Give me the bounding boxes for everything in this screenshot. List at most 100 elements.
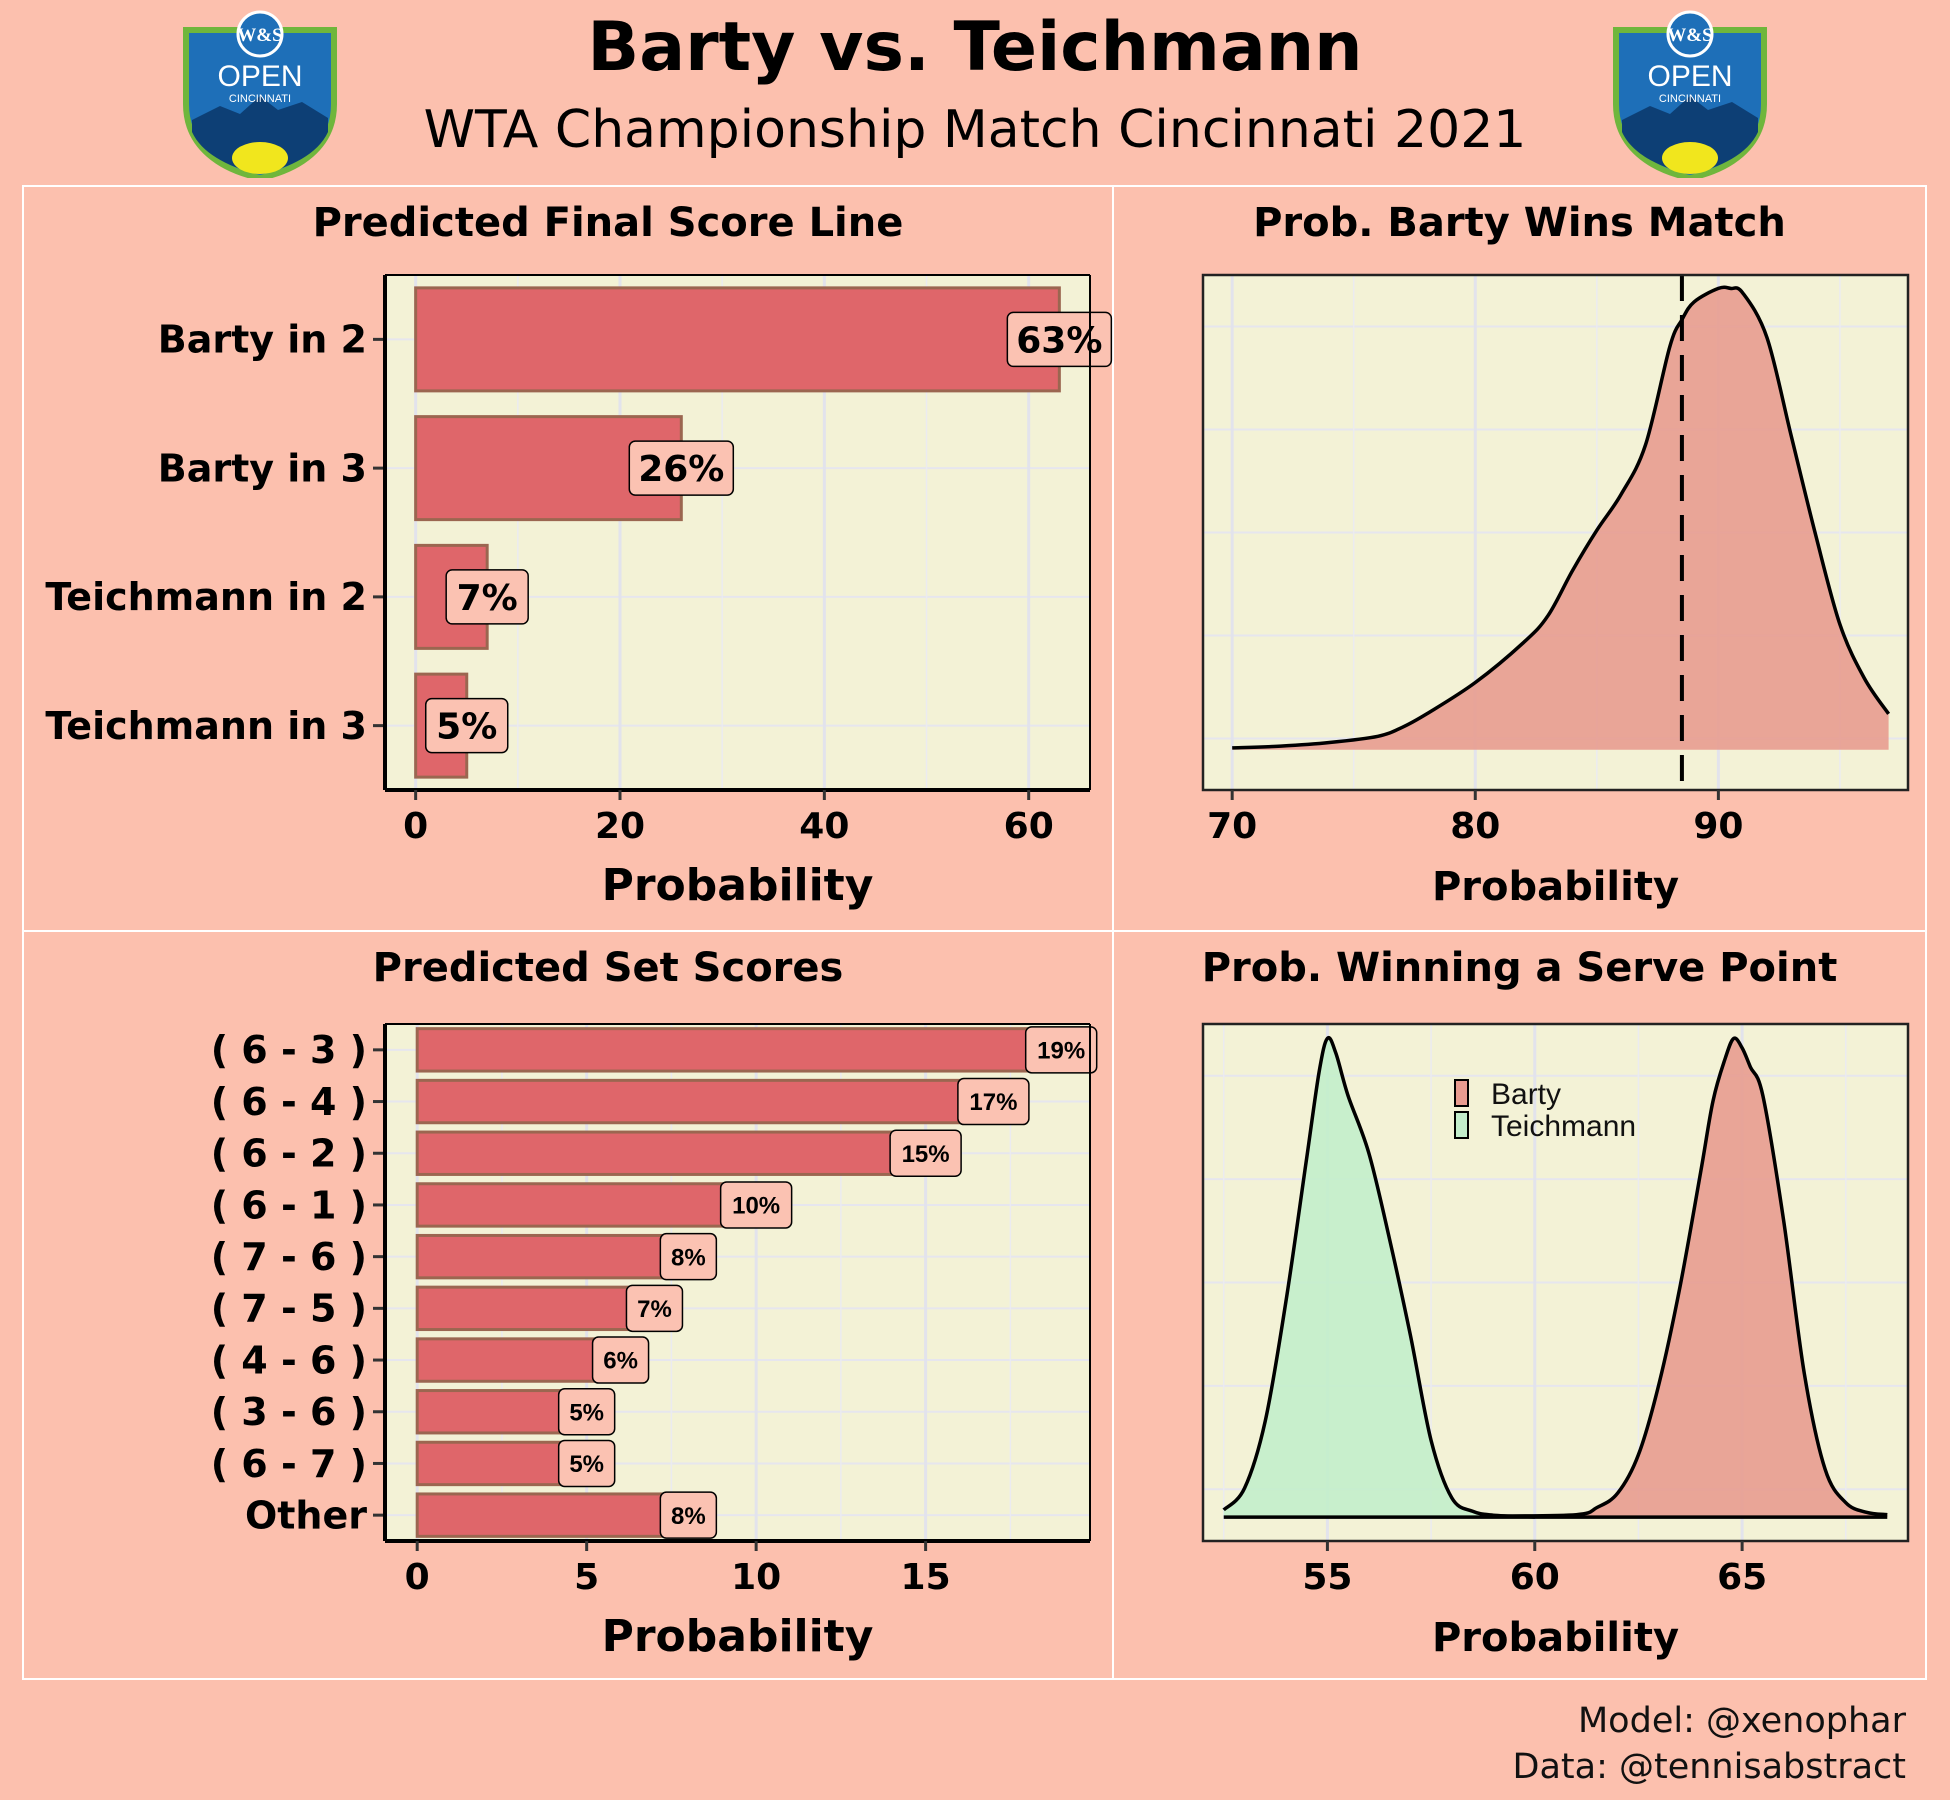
density-area [1493, 1038, 1888, 1518]
legend-key [1454, 1111, 1469, 1139]
data-label: 6% [603, 1348, 638, 1375]
data-label: 26% [638, 449, 724, 490]
y-tick-label: ( 6 - 4 ) [211, 1080, 367, 1124]
logo-sub-text: CINCINNATI [1659, 93, 1721, 105]
x-tick-label: 55 [1302, 1557, 1352, 1598]
caption: Model: @xenophar Data: @tennisabstract [1513, 1698, 1907, 1790]
panel-title: Predicted Set Scores [373, 945, 844, 991]
x-axis-title: Probability [602, 860, 874, 911]
plot-border [1201, 273, 1910, 792]
density-curve [1222, 1035, 1535, 1519]
legend-label: Teichmann [1491, 1110, 1636, 1143]
data-label-box [1006, 311, 1113, 368]
y-tick-label: ( 6 - 7 ) [211, 1442, 367, 1486]
tournament-logo-right: W&S OPEN CINCINNATI [1613, 10, 1767, 178]
x-tick-label: 90 [1693, 806, 1743, 847]
data-label: 5% [569, 1451, 604, 1478]
x-tick-label: 40 [799, 806, 849, 847]
data-label-box [719, 1181, 793, 1229]
chart-title: Barty vs. Teichmann [587, 8, 1363, 87]
x-tick-label: 0 [405, 1557, 430, 1598]
logo-sub-text: CINCINNATI [229, 93, 291, 105]
y-tick-label: ( 6 - 2 ) [211, 1132, 367, 1176]
logo-top-text: W&S [237, 25, 282, 46]
logo-top-text: W&S [1667, 25, 1712, 46]
data-label-box [659, 1491, 718, 1539]
x-tick-label: 20 [595, 806, 645, 847]
data-label: 5% [569, 1399, 604, 1426]
y-tick-label: ( 6 - 1 ) [211, 1183, 367, 1227]
data-label: 19% [1037, 1037, 1085, 1064]
data-label: 5% [436, 707, 497, 748]
x-axis-title: Probability [602, 1611, 874, 1662]
data-label: 63% [1016, 320, 1102, 361]
y-tick-label: Barty in 2 [158, 318, 367, 362]
y-tick-label: Other [245, 1493, 367, 1537]
bar [415, 1027, 1063, 1073]
data-label-box [445, 569, 529, 625]
x-axis-title: Probability [1432, 864, 1679, 910]
bar [414, 286, 1061, 393]
x-tick-label: 0 [403, 806, 428, 847]
data-label-box [557, 1439, 616, 1488]
data-label-box [591, 1336, 650, 1384]
x-tick-label: 80 [1450, 806, 1500, 847]
bar [415, 1078, 995, 1125]
x-tick-label: 10 [731, 1557, 781, 1598]
data-label: 7% [637, 1296, 672, 1323]
y-tick-label: ( 7 - 6 ) [211, 1235, 367, 1279]
x-tick-label: 70 [1207, 806, 1257, 847]
data-label: 7% [457, 578, 518, 619]
data-label: 17% [969, 1089, 1017, 1116]
legend-label: Barty [1491, 1078, 1561, 1111]
data-label-box [625, 1284, 684, 1333]
data-label-box [889, 1129, 962, 1177]
logo-main-text: OPEN [217, 60, 302, 93]
density-curve [1232, 285, 1891, 750]
panel-title: Predicted Final Score Line [313, 200, 904, 246]
y-tick-label: Teichmann in 3 [45, 704, 367, 748]
density-curve [1493, 1036, 1888, 1518]
data-label-box [957, 1077, 1030, 1126]
x-tick-label: 60 [1004, 806, 1054, 847]
bar [415, 1492, 690, 1538]
panel-frame-bottom-right [1112, 930, 1927, 1680]
density-area [1223, 1037, 1535, 1518]
chart-subtitle: WTA Championship Match Cincinnati 2021 [423, 100, 1527, 160]
x-tick-label: 60 [1510, 1557, 1560, 1598]
data-label: 10% [732, 1193, 780, 1220]
x-tick-label: 65 [1717, 1557, 1767, 1598]
data-label-box [424, 697, 509, 754]
x-tick-label: 15 [901, 1557, 951, 1598]
panel-title: Prob. Winning a Serve Point [1202, 945, 1838, 991]
tournament-logo-left: W&S OPEN CINCINNATI [183, 10, 337, 178]
chart-predicted-2: ( 6 - 3 ) 19% ( 6 - 4 ) 17% ( 6 - 2 ) 15% ( 6 … [211, 945, 1098, 1662]
y-tick-label: Barty in 3 [158, 446, 367, 490]
y-tick-label: ( 4 - 6 ) [211, 1338, 367, 1382]
y-tick-label: ( 6 - 3 ) [211, 1028, 367, 1072]
caption-data: Data: @tennisabstract [1512, 1747, 1907, 1787]
x-tick-label: 5 [574, 1557, 599, 1598]
chart-density-1: 70 80 90 Prob. Barty Wins Match Probability [1201, 200, 1910, 910]
chart-predicted-0: Barty in 2 63% Barty in 3 26% Teichmann in 2… [45, 200, 1113, 911]
x-axis-title: Probability [1432, 1615, 1679, 1661]
bar [415, 1285, 656, 1332]
bar [415, 1130, 928, 1176]
data-label-box [659, 1232, 718, 1281]
logo-main-text: OPEN [1647, 60, 1732, 93]
chart-density-3: 55 60 65 Prob. Winning a Serve Point Probabi… [1201, 945, 1910, 1661]
legend-key [1454, 1079, 1469, 1107]
plot-border [1201, 1022, 1910, 1543]
y-tick-label: ( 7 - 5 ) [211, 1287, 367, 1331]
density-area [1232, 287, 1889, 750]
data-label: 8% [671, 1244, 706, 1271]
panel-title: Prob. Barty Wins Match [1253, 200, 1786, 246]
caption-model: Model: @xenophar [1577, 1701, 1906, 1741]
bar [415, 1337, 623, 1383]
y-tick-label: ( 3 - 6 ) [211, 1390, 367, 1434]
bar [415, 1233, 690, 1280]
data-label: 8% [671, 1503, 706, 1530]
data-label: 15% [902, 1141, 950, 1168]
bar [415, 1182, 758, 1228]
